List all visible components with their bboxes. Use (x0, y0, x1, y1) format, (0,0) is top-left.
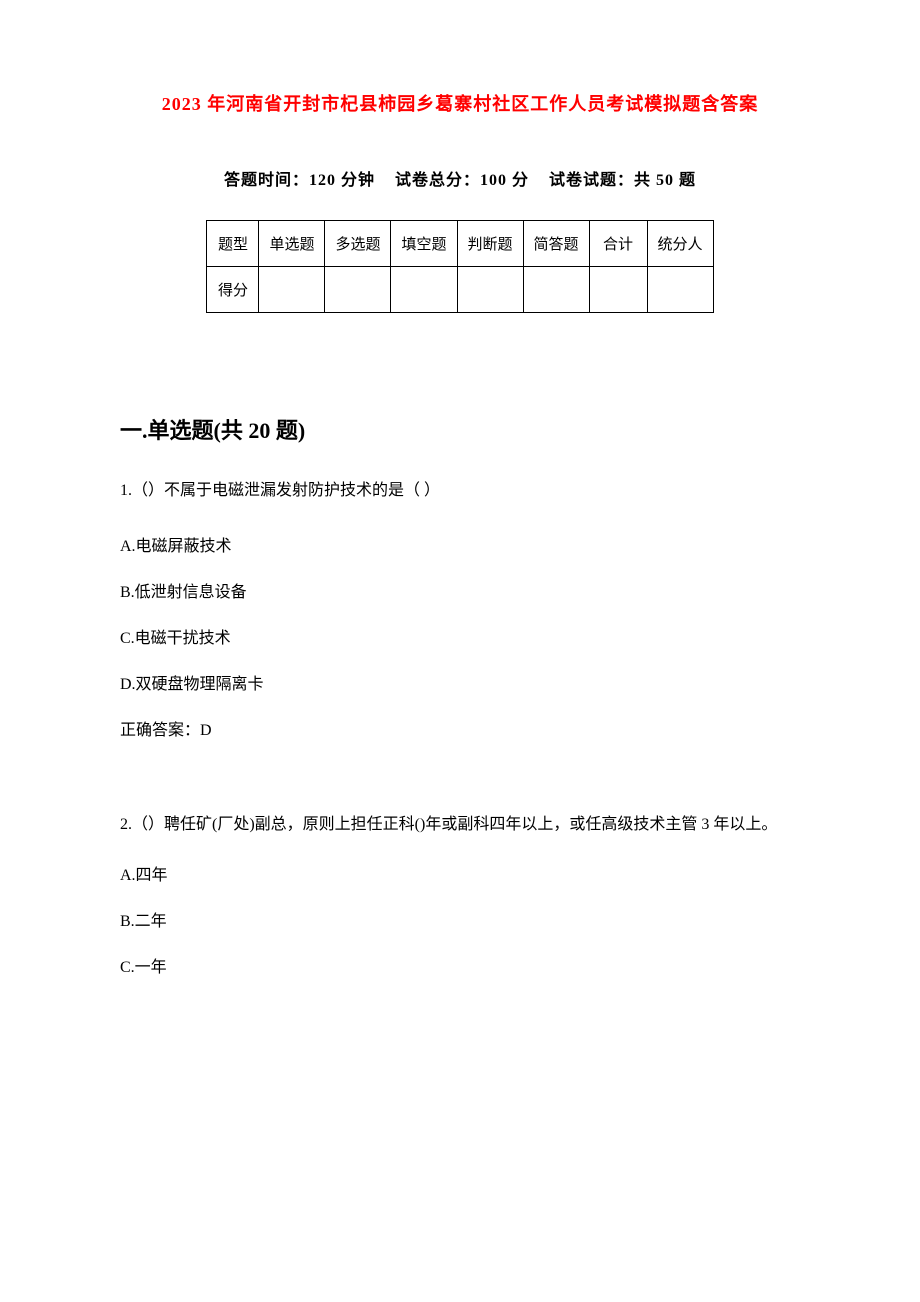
question-text: 2.（）聘任矿(厂处)副总，原则上担任正科()年或副科四年以上，或任高级技术主管… (120, 807, 800, 842)
table-header-cell: 简答题 (523, 221, 589, 267)
table-header-cell: 统分人 (647, 221, 713, 267)
question-2: 2.（）聘任矿(厂处)副总，原则上担任正科()年或副科四年以上，或任高级技术主管… (120, 807, 800, 984)
time-value: 120 分钟 (309, 172, 375, 189)
table-cell-empty (589, 267, 647, 313)
table-row: 题型 单选题 多选题 填空题 判断题 简答题 合计 统分人 (207, 221, 713, 267)
score-table: 题型 单选题 多选题 填空题 判断题 简答题 合计 统分人 得分 (206, 220, 713, 313)
table-header-cell: 题型 (207, 221, 259, 267)
table-cell-empty (647, 267, 713, 313)
table-row-label: 得分 (207, 267, 259, 313)
table-row: 得分 (207, 267, 713, 313)
table-cell-empty (259, 267, 325, 313)
option-c: C.一年 (120, 952, 800, 984)
question-1: 1.（）不属于电磁泄漏发射防护技术的是（ ） A.电磁屏蔽技术 B.低泄射信息设… (120, 475, 800, 747)
correct-answer: 正确答案：D (120, 715, 800, 747)
option-c: C.电磁干扰技术 (120, 623, 800, 655)
question-text: 1.（）不属于电磁泄漏发射防护技术的是（ ） (120, 475, 800, 507)
table-cell-empty (391, 267, 457, 313)
option-b: B.二年 (120, 906, 800, 938)
table-header-cell: 多选题 (325, 221, 391, 267)
table-header-cell: 判断题 (457, 221, 523, 267)
total-label: 试卷总分： (395, 172, 480, 189)
section-title: 一.单选题(共 20 题) (120, 413, 800, 445)
option-a: A.电磁屏蔽技术 (120, 531, 800, 563)
exam-info-line: 答题时间：120 分钟 试卷总分：100 分 试卷试题：共 50 题 (120, 166, 800, 190)
option-d: D.双硬盘物理隔离卡 (120, 669, 800, 701)
table-cell-empty (325, 267, 391, 313)
count-value: 共 50 题 (634, 172, 696, 189)
option-a: A.四年 (120, 860, 800, 892)
count-label: 试卷试题： (549, 172, 634, 189)
table-cell-empty (457, 267, 523, 313)
total-value: 100 分 (480, 172, 529, 189)
option-b: B.低泄射信息设备 (120, 577, 800, 609)
table-header-cell: 填空题 (391, 221, 457, 267)
table-header-cell: 合计 (589, 221, 647, 267)
table-header-cell: 单选题 (259, 221, 325, 267)
time-label: 答题时间： (224, 172, 309, 189)
table-cell-empty (523, 267, 589, 313)
exam-title: 2023 年河南省开封市杞县柿园乡葛寨村社区工作人员考试模拟题含答案 (120, 90, 800, 116)
